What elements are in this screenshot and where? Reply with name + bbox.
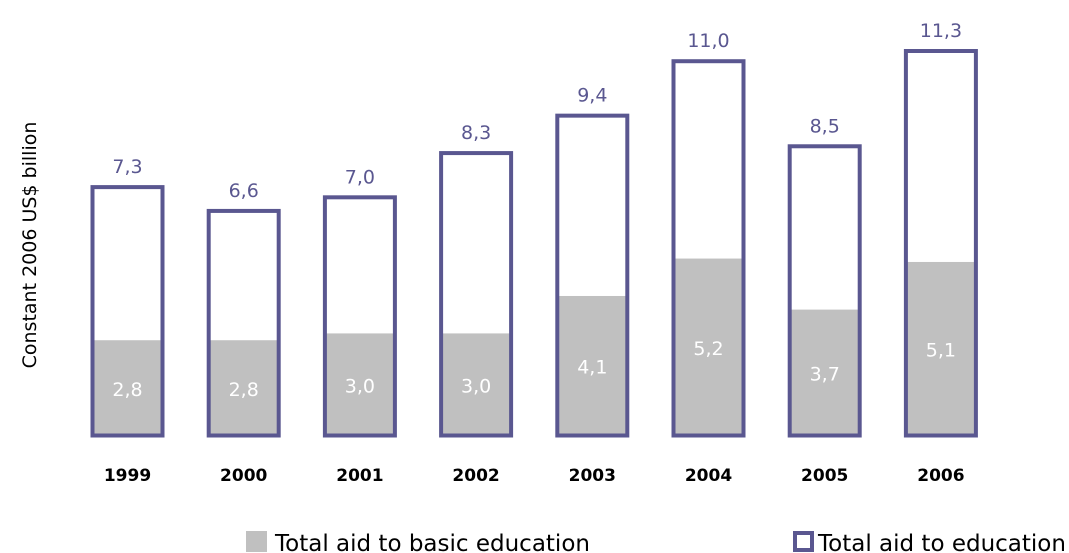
- label-basic-2005: 3,7: [810, 364, 840, 386]
- label-total-2001: 7,0: [345, 166, 375, 188]
- x-tick-1999: 1999: [104, 466, 151, 486]
- bar-basic-2005: [789, 309, 860, 436]
- x-tick-2005: 2005: [801, 466, 848, 486]
- x-tick-2006: 2006: [917, 466, 964, 486]
- bar-basic-2000: [208, 340, 279, 436]
- label-basic-2006: 5,1: [926, 340, 956, 362]
- label-basic-2003: 4,1: [577, 357, 607, 379]
- bars-layer: 7,3 2,8 1999 6,6 2,8 2000 7,0 3,0 2001 8,3 3,0 2002…: [90, 20, 978, 486]
- label-total-1999: 7,3: [112, 156, 142, 178]
- label-total-2002: 8,3: [461, 122, 491, 144]
- label-basic-1999: 2,8: [112, 379, 142, 401]
- bar-total-1999: [90, 185, 165, 438]
- bar-total-2004: [671, 59, 746, 438]
- label-basic-2002: 3,0: [461, 375, 491, 397]
- bar-total-2001: [322, 195, 397, 438]
- legend: Total aid to basic education Total aid t…: [246, 531, 1066, 553]
- label-total-2006: 11,3: [920, 20, 962, 42]
- bar-basic-2001: [324, 333, 395, 436]
- label-total-2000: 6,6: [229, 180, 259, 202]
- bar-basic-1999: [92, 340, 163, 436]
- x-tick-2002: 2002: [452, 466, 499, 486]
- bar-basic-2003: [557, 295, 628, 436]
- legend-label-basic: Total aid to basic education: [274, 531, 590, 553]
- x-tick-2003: 2003: [569, 466, 616, 486]
- label-basic-2001: 3,0: [345, 375, 375, 397]
- y-axis-label: Constant 2006 US$ billion: [19, 122, 41, 369]
- label-basic-2000: 2,8: [229, 379, 259, 401]
- legend-label-total: Total aid to education: [817, 531, 1066, 553]
- bar-total-2003: [555, 113, 630, 438]
- bar-total-2005: [787, 144, 862, 438]
- label-total-2005: 8,5: [810, 115, 840, 137]
- bar-basic-2004: [673, 258, 744, 436]
- bar-total-2002: [439, 151, 514, 438]
- bar-basic-2006: [905, 261, 976, 436]
- x-tick-2001: 2001: [336, 466, 383, 486]
- legend-swatch-total: [793, 531, 814, 552]
- label-total-2003: 9,4: [577, 85, 607, 107]
- bar-total-2006: [903, 49, 978, 438]
- legend-swatch-basic: [246, 531, 267, 552]
- x-tick-2004: 2004: [685, 466, 732, 486]
- label-total-2004: 11,0: [687, 30, 729, 52]
- label-basic-2004: 5,2: [693, 338, 723, 360]
- bar-total-2000: [206, 208, 281, 438]
- x-tick-2000: 2000: [220, 466, 267, 486]
- bar-basic-2002: [441, 333, 512, 436]
